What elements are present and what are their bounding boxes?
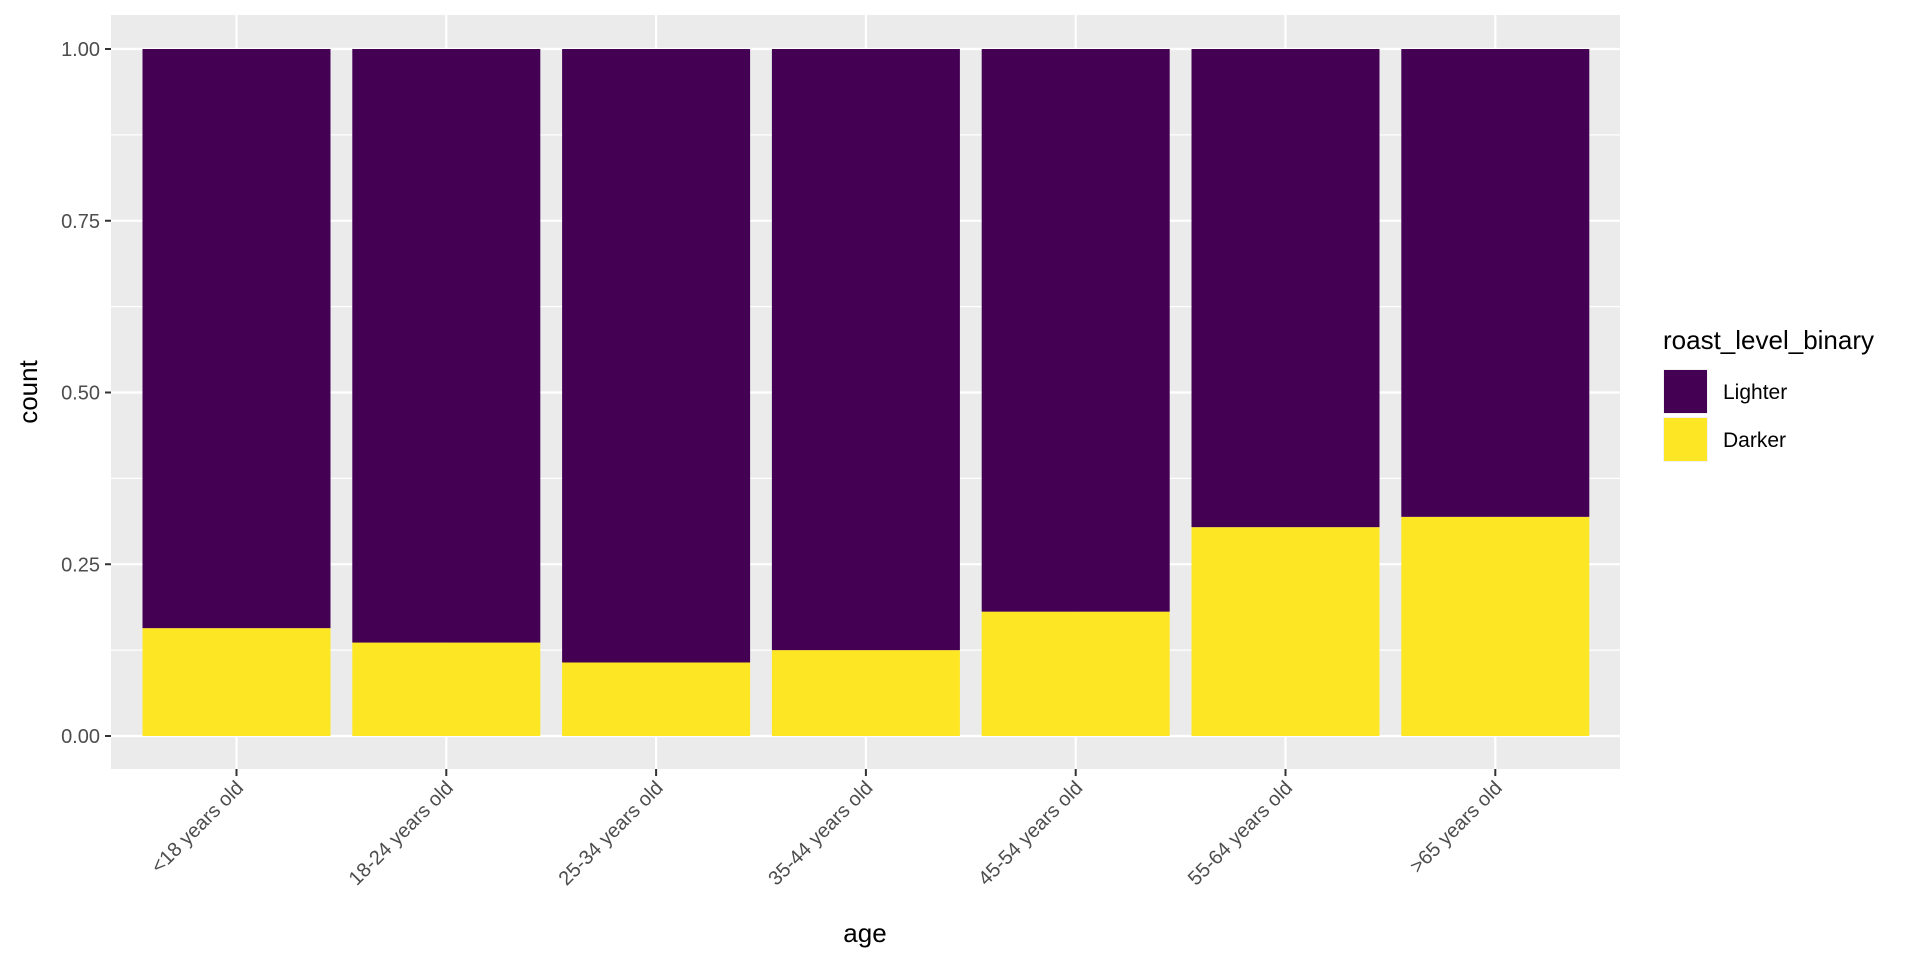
x-tick-label: 55-64 years old [1184,777,1297,890]
legend-swatch-darker [1664,418,1707,461]
x-axis-title: age [843,918,886,948]
y-tick-label: 0.00 [61,726,100,748]
bar-darker [142,628,331,736]
y-tick-label: 0.50 [61,383,100,405]
x-tick-label: 35-44 years old [764,777,877,890]
bar-darker [352,642,541,736]
y-tick-label: 1.00 [61,39,100,61]
legend-title: roast_level_binary [1663,325,1874,355]
y-tick-label: 0.75 [61,211,100,233]
bar-darker [771,650,960,736]
bar-darker [562,662,751,736]
y-axis-title: count [13,359,43,423]
y-tick-label: 0.25 [61,554,100,576]
bar-darker [981,611,1170,736]
bar-lighter [1191,49,1380,528]
x-tick-label: 25-34 years old [555,777,668,890]
bars [142,49,1590,736]
bar-lighter [771,49,960,651]
legend-swatch-lighter [1664,370,1707,413]
bar-lighter [352,49,541,643]
bar-lighter [142,49,331,629]
bar-darker [1401,516,1590,736]
legend-label-lighter: Lighter [1723,381,1787,404]
bar-lighter [981,49,1170,612]
legend-label-darker: Darker [1723,429,1786,452]
bar-lighter [1401,49,1590,517]
x-tick-label: >65 years old [1406,777,1507,878]
bar-lighter [562,49,751,663]
x-axis: <18 years old 18-24 years old 25-34 years … [147,769,1507,890]
legend: roast_level_binary Lighter Darker [1663,325,1874,462]
y-axis: 0.00 0.25 0.50 0.75 1.00 [61,39,111,748]
bar-darker [1191,527,1380,736]
x-tick-label: <18 years old [147,777,248,878]
x-tick-label: 45-54 years old [974,777,1087,890]
x-tick-label: 18-24 years old [345,777,458,890]
